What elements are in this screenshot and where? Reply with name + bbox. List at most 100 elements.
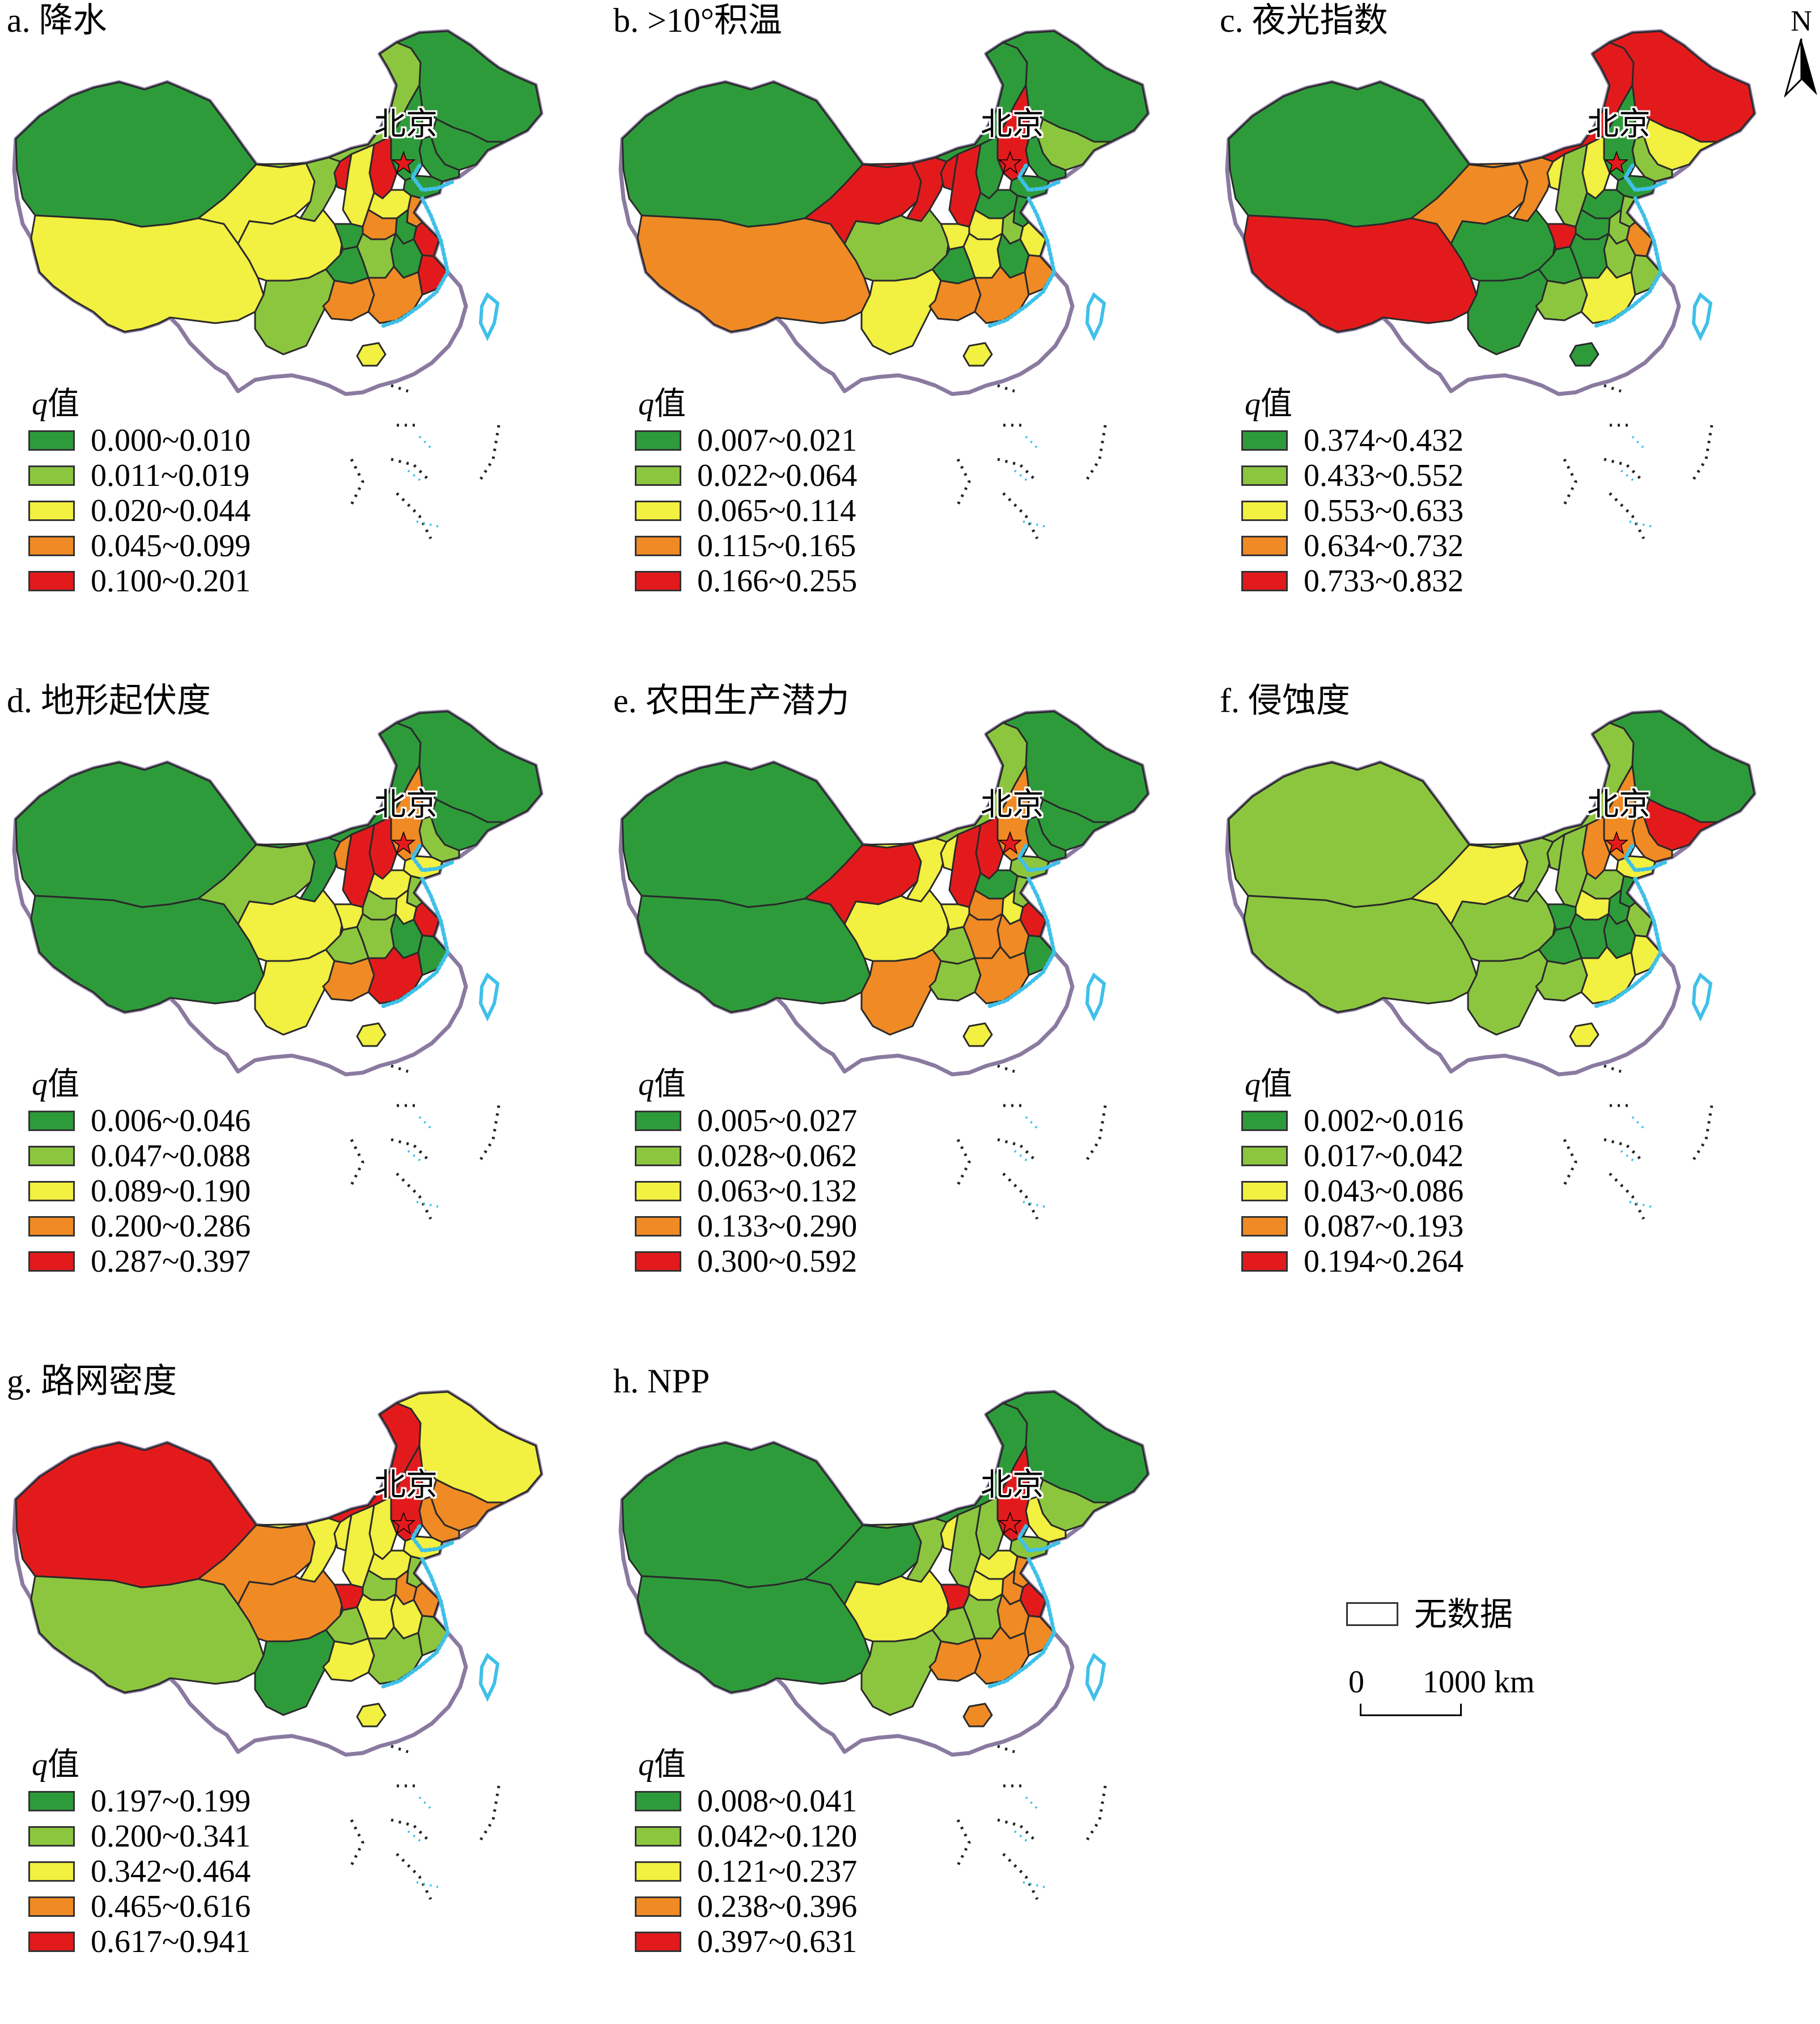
no-data-legend: 无数据 <box>1346 1596 1513 1632</box>
province-jiangsu <box>1012 875 1030 908</box>
beijing-star <box>391 1511 416 1535</box>
province-guangdong <box>367 946 423 1005</box>
beijing-label: 北京 <box>1587 106 1651 143</box>
legend-swatch <box>635 536 681 556</box>
legend-swatch <box>28 1251 75 1272</box>
legend-item: 0.121~0.237 <box>635 1854 857 1889</box>
legend-swatch <box>635 1896 681 1917</box>
province-hainan <box>962 1703 993 1727</box>
legend-swatch <box>635 1826 681 1847</box>
legend-item: 0.089~0.190 <box>28 1174 251 1209</box>
province-jiangsu <box>406 875 423 908</box>
map-group <box>12 29 544 540</box>
legend-swatch <box>635 1861 681 1882</box>
legend-label: 0.087~0.193 <box>1304 1209 1464 1244</box>
beijing-star <box>998 150 1023 174</box>
china-province-map <box>618 29 1150 540</box>
legend-label: 0.047~0.088 <box>91 1138 251 1174</box>
taiwan-island <box>478 972 500 1022</box>
china-province-map <box>12 1390 544 1900</box>
taiwan-island <box>1691 972 1713 1022</box>
province-tibet <box>1243 214 1478 333</box>
legend-item: 0.287~0.397 <box>28 1244 251 1279</box>
legend-title: q值 <box>1245 387 1292 422</box>
province-guangxi <box>928 957 982 1002</box>
legend-swatch <box>28 571 75 591</box>
province-guangxi <box>928 1637 982 1682</box>
beijing-label: 北京 <box>981 786 1044 823</box>
province-guangdong <box>974 1626 1030 1685</box>
legend-swatch <box>1241 1216 1288 1237</box>
province-fujian <box>417 254 449 296</box>
legend-label: 0.005~0.027 <box>697 1103 858 1138</box>
legend-label: 0.374~0.432 <box>1304 423 1464 458</box>
province-yunnan <box>1467 268 1549 355</box>
scale-start-label: 0 <box>1348 1665 1364 1700</box>
legend-item: 0.194~0.264 <box>1241 1244 1463 1279</box>
legend-item: 0.342~0.464 <box>28 1854 251 1889</box>
province-gansu <box>1468 828 1566 903</box>
legend: q值 0.197~0.199 0.200~0.341 0.342~0.464 0… <box>28 1746 251 1959</box>
coastline <box>380 876 450 1009</box>
south-sea-islands <box>1563 1064 1713 1220</box>
province-guangxi <box>322 1637 375 1682</box>
legend-label: 0.017~0.042 <box>1304 1138 1464 1174</box>
china-province-map <box>618 709 1150 1220</box>
coastline <box>1623 844 1669 873</box>
panel-title: d. 地形起伏度 <box>7 682 211 719</box>
map-panel-h: h. NPP 北京 q值 0.008~0.041 0.042~0.120 0.1… <box>606 1361 1207 2024</box>
legend-swatch <box>635 430 681 451</box>
panel-title: c. 夜光指数 <box>1220 2 1388 39</box>
legend-swatch <box>28 1791 75 1811</box>
legend-label: 0.020~0.044 <box>91 493 251 528</box>
legend-swatch <box>28 1896 75 1917</box>
legend-item: 0.000~0.010 <box>28 423 251 458</box>
legend-label: 0.022~0.064 <box>697 458 858 493</box>
province-ningxia <box>940 153 959 191</box>
china-province-map <box>1225 709 1757 1220</box>
map-group <box>618 1390 1150 1900</box>
coastline <box>987 196 1057 328</box>
no-data-swatch <box>1346 1602 1398 1626</box>
legend-swatch <box>28 536 75 556</box>
province-jiangsu <box>1012 1555 1030 1589</box>
legend: q值 0.008~0.041 0.042~0.120 0.121~0.237 0… <box>635 1746 857 1959</box>
legend-item: 0.465~0.616 <box>28 1889 251 1924</box>
legend-swatch <box>28 1932 75 1952</box>
province-guangxi <box>322 957 375 1002</box>
south-sea-islands <box>350 1064 500 1220</box>
legend-title: q值 <box>32 387 79 422</box>
province-hainan <box>962 342 993 367</box>
legend-swatch <box>28 430 75 451</box>
coastline <box>380 196 450 328</box>
panel-title: b. >10°积温 <box>613 2 782 39</box>
province-hainan <box>1569 1022 1600 1047</box>
legend-label: 0.166~0.255 <box>697 564 858 599</box>
province-gansu <box>255 1508 353 1583</box>
legend-label: 0.200~0.341 <box>91 1819 251 1854</box>
scale-line <box>1360 1704 1462 1716</box>
legend-label: 0.733~0.832 <box>1304 564 1464 599</box>
legend-label: 0.028~0.062 <box>697 1138 858 1174</box>
legend-swatch <box>28 1181 75 1201</box>
taiwan-island <box>478 1653 500 1702</box>
beijing-star <box>391 831 416 854</box>
legend-item: 0.238~0.396 <box>635 1889 857 1924</box>
map-panel-e: e. 农田生产潜力 北京 q值 0.005~0.027 0.028~0.062 … <box>606 680 1207 1344</box>
legend-item: 0.300~0.592 <box>635 1244 857 1279</box>
province-tibet <box>30 1575 265 1693</box>
province-fujian <box>417 934 449 976</box>
legend-label: 0.238~0.396 <box>697 1889 858 1924</box>
legend-label: 0.300~0.592 <box>697 1244 858 1279</box>
province-gansu <box>862 828 959 903</box>
legend-item: 0.200~0.341 <box>28 1819 251 1854</box>
province-gansu <box>862 1508 959 1583</box>
legend-label: 0.043~0.086 <box>1304 1174 1464 1209</box>
legend-item: 0.042~0.120 <box>635 1819 857 1854</box>
legend-item: 0.043~0.086 <box>1241 1174 1463 1209</box>
legend-title: q值 <box>32 1067 79 1102</box>
legend-item: 0.115~0.165 <box>635 528 857 564</box>
province-yunnan <box>860 268 942 355</box>
legend-item: 0.087~0.193 <box>1241 1209 1463 1244</box>
south-sea-reefs <box>1013 435 1049 528</box>
